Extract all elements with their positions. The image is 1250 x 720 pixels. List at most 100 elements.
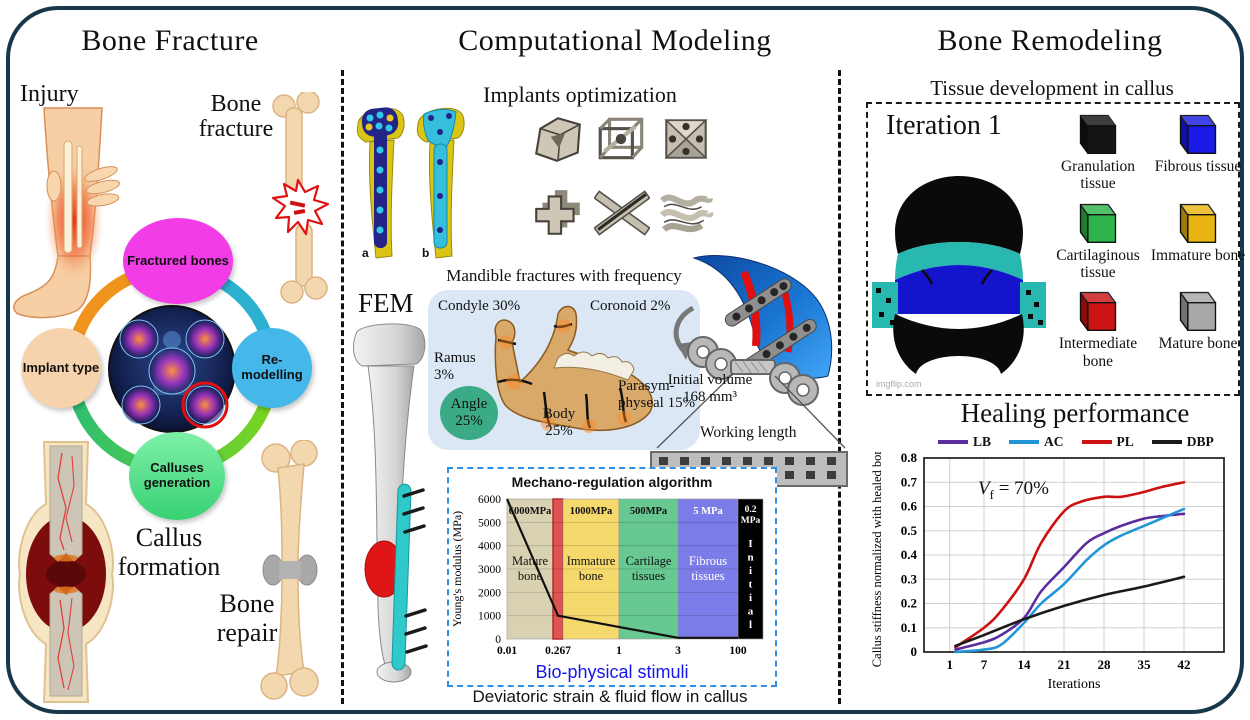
bone-repair-label: Bone repair xyxy=(216,589,278,647)
annotation-rest: = 70% xyxy=(993,478,1049,499)
initial-volume-label: Initial volume xyxy=(667,372,753,388)
callus-iteration-illustration xyxy=(872,176,1046,374)
healing-legend-item-pl: PL xyxy=(1081,434,1134,450)
granulation-tissue-cube-icon xyxy=(1079,114,1117,155)
annotation-sub: f xyxy=(989,486,994,502)
tissue-legend-label: Cartilaginous tissue xyxy=(1056,246,1140,282)
svg-text:6000: 6000 xyxy=(478,494,501,506)
broken-bone-illustration xyxy=(271,92,330,304)
mandible-label-coronoid: Coronoid 2% xyxy=(590,298,671,314)
bio-stimuli-caption: Bio-physical stimuli xyxy=(535,662,689,682)
svg-text:7: 7 xyxy=(981,657,988,672)
svg-text:0.3: 0.3 xyxy=(901,571,918,586)
healing-legend-label: DBP xyxy=(1186,434,1214,449)
dbp-line-swatch xyxy=(1151,440,1182,444)
iteration-label: Iteration 1 xyxy=(886,110,1002,141)
svg-text:2000: 2000 xyxy=(478,587,501,599)
healing-legend-item-dbp: DBP xyxy=(1151,434,1214,450)
svg-text:Cartilage: Cartilage xyxy=(626,554,672,568)
tissue-legend-label: Intermediate bone xyxy=(1058,335,1138,370)
svg-text:Mature: Mature xyxy=(512,554,549,568)
svg-text:I: I xyxy=(748,538,752,550)
mandible-chart-title: Mandible fractures with frequency xyxy=(446,266,682,285)
svg-text:100: 100 xyxy=(729,645,747,657)
svg-text:0.2: 0.2 xyxy=(745,505,757,515)
cycle-bubble-implant-type: Implant type xyxy=(21,328,101,408)
mandible-label-ramus: Ramus 3% xyxy=(434,350,476,383)
svg-text:bone: bone xyxy=(579,569,604,583)
svg-text:0.4: 0.4 xyxy=(901,547,918,562)
svg-text:0: 0 xyxy=(911,644,918,659)
tissue-development-box: Iteration 1 imgflip.com xyxy=(866,102,1245,396)
fibrous-tissue-cube-icon xyxy=(1179,114,1217,155)
svg-text:5 MPa: 5 MPa xyxy=(693,506,723,517)
mandible-label-parasymphyseal: Parasym-physeal 15% xyxy=(618,378,696,411)
svg-text:21: 21 xyxy=(1058,657,1071,672)
panel-title-computational-modeling: Computational Modeling xyxy=(458,24,772,57)
svg-text:Iterations: Iterations xyxy=(1048,677,1101,692)
repaired-bone-illustration xyxy=(260,440,319,700)
svg-text:bone: bone xyxy=(518,569,543,583)
svg-text:n: n xyxy=(747,552,753,564)
svg-text:3000: 3000 xyxy=(478,564,501,576)
tissue-legend-label: Immature bone xyxy=(1150,246,1246,264)
divider-left-middle xyxy=(341,70,344,704)
svg-text:1: 1 xyxy=(946,657,953,672)
svg-text:1: 1 xyxy=(616,645,622,657)
initial-volume-value: 168 mm³ xyxy=(682,388,738,405)
svg-text:Fibrous: Fibrous xyxy=(689,554,727,568)
healing-legend-label: PL xyxy=(1116,434,1134,449)
annotation-var: V xyxy=(978,478,990,499)
svg-text:35: 35 xyxy=(1138,657,1152,672)
svg-text:0.1: 0.1 xyxy=(901,620,917,635)
panel-title-bone-remodeling: Bone Remodeling xyxy=(937,24,1163,57)
lattice-cell-gyroid-icon xyxy=(659,194,714,233)
lattice-cell-octet-icon xyxy=(664,119,708,159)
watermark-text: imgflip.com xyxy=(876,379,922,389)
healing-legend-label: AC xyxy=(1044,434,1064,449)
svg-text:MPa: MPa xyxy=(741,516,761,526)
mechano-chart-box: Mechano-regulation algorithm 6000MPa Matu… xyxy=(447,467,777,687)
ac-line-swatch xyxy=(1009,440,1040,444)
svg-text:0.8: 0.8 xyxy=(901,452,918,465)
mandible-frequency-box: Condyle 30% Coronoid 2% Ramus 3% Angle 2… xyxy=(428,290,700,450)
svg-text:Immature: Immature xyxy=(567,554,616,568)
cycle-bubble-calluses-generation: Calluses generation xyxy=(129,432,225,520)
implant-b-label: b xyxy=(422,246,430,260)
tissue-legend-item-intermediate: Intermediate bone xyxy=(1050,287,1146,370)
svg-text:0.01: 0.01 xyxy=(497,645,517,657)
divider-middle-right xyxy=(838,70,841,704)
healing-legend-item-ac: AC xyxy=(1009,434,1064,450)
svg-text:6000MPa: 6000MPa xyxy=(509,506,552,517)
svg-text:0.5: 0.5 xyxy=(901,523,918,538)
implant-b xyxy=(416,107,465,259)
mandible-illustration xyxy=(494,305,653,433)
cycle-bubble-remodelling: Re-modelling xyxy=(232,328,312,408)
working-length-label: Working length xyxy=(700,424,797,441)
svg-text:Young's modulus (MPa): Young's modulus (MPa) xyxy=(450,511,464,627)
fem-label: FEM xyxy=(358,288,414,318)
injury-label: Injury xyxy=(20,81,79,107)
svg-text:1000MPa: 1000MPa xyxy=(570,506,613,517)
implant-a xyxy=(356,107,405,259)
tissue-development-title: Tissue development in callus xyxy=(930,76,1174,100)
svg-text:tissues: tissues xyxy=(632,569,665,583)
healing-legend-item-lb: LB xyxy=(938,434,991,450)
healing-legend: LB AC PL DBP xyxy=(938,434,1222,450)
lattice-cell-wire-cube-icon xyxy=(598,117,644,160)
volume-fraction-annotation: Vf = 70% xyxy=(978,478,1049,503)
cartilaginous-tissue-cube-icon xyxy=(1079,203,1117,243)
svg-text:i: i xyxy=(749,592,752,604)
plate-detail-illustration xyxy=(656,305,846,449)
immature-bone-cube-icon xyxy=(1179,203,1217,243)
tissue-legend-item-granulation: Granulation tissue xyxy=(1050,110,1146,193)
tissue-legend-item-fibrous: Fibrous tissue xyxy=(1150,110,1246,193)
implant-a-label: a xyxy=(362,246,369,260)
mandible-label-body: Body 25% xyxy=(542,406,576,439)
tissue-legend: Granulation tissue Fibrous tissue xyxy=(1050,110,1245,370)
svg-text:28: 28 xyxy=(1098,657,1112,672)
svg-text:4000: 4000 xyxy=(478,541,501,553)
callus-formation-label: Callus formation xyxy=(117,523,221,581)
tissue-legend-label: Mature bone xyxy=(1158,335,1238,353)
